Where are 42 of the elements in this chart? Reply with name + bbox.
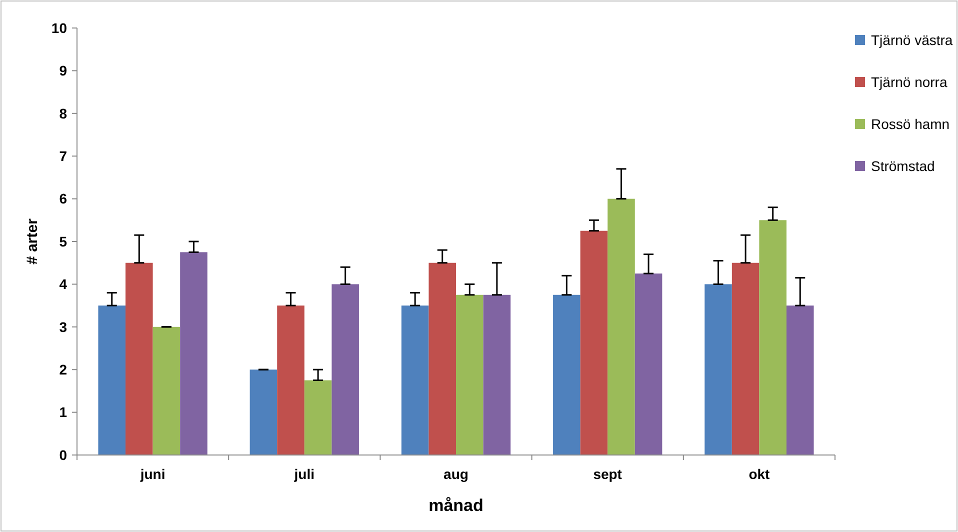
bar bbox=[428, 262, 456, 455]
legend-label: Strömstad bbox=[871, 158, 935, 174]
y-axis-title: # arter bbox=[24, 218, 41, 264]
y-tick-label: 8 bbox=[59, 105, 68, 122]
bar bbox=[704, 284, 732, 455]
y-tick-label: 3 bbox=[59, 318, 68, 335]
x-tick-label: aug bbox=[444, 466, 468, 482]
y-tick-label: 5 bbox=[59, 233, 68, 250]
bar bbox=[786, 306, 814, 455]
bar bbox=[608, 198, 635, 455]
bar bbox=[759, 220, 786, 455]
legend-label: Tjärnö norra bbox=[871, 74, 948, 90]
y-tick-label: 0 bbox=[59, 446, 68, 463]
bar bbox=[580, 230, 608, 455]
bar bbox=[456, 294, 484, 455]
bar bbox=[332, 284, 359, 455]
x-tick-label: sept bbox=[593, 466, 622, 482]
bar bbox=[553, 294, 580, 455]
bar bbox=[483, 294, 511, 455]
bar bbox=[152, 326, 180, 455]
y-tick-label: 6 bbox=[59, 190, 68, 207]
y-tick-label: 9 bbox=[59, 62, 68, 79]
y-tick-label: 7 bbox=[59, 148, 68, 164]
x-tick-label: juni bbox=[139, 466, 166, 482]
y-tick-label: 10 bbox=[51, 20, 68, 36]
bar bbox=[250, 370, 278, 455]
y-tick-label: 4 bbox=[59, 276, 68, 292]
y-tick-label: 2 bbox=[59, 362, 68, 378]
legend-label: Tjärnö västra bbox=[871, 32, 953, 48]
x-axis-title: månad bbox=[428, 496, 484, 515]
bar bbox=[732, 262, 760, 455]
bar bbox=[634, 274, 662, 455]
x-tick-label: juli bbox=[293, 466, 315, 482]
y-tick-label: 1 bbox=[59, 404, 68, 420]
bar bbox=[126, 262, 153, 455]
x-tick-label: okt bbox=[748, 466, 770, 482]
legend-label: Rossö hamn bbox=[871, 116, 950, 132]
bar bbox=[98, 306, 126, 455]
bar bbox=[401, 306, 429, 455]
bar bbox=[304, 380, 332, 455]
bar bbox=[180, 252, 208, 455]
bar bbox=[277, 306, 304, 455]
